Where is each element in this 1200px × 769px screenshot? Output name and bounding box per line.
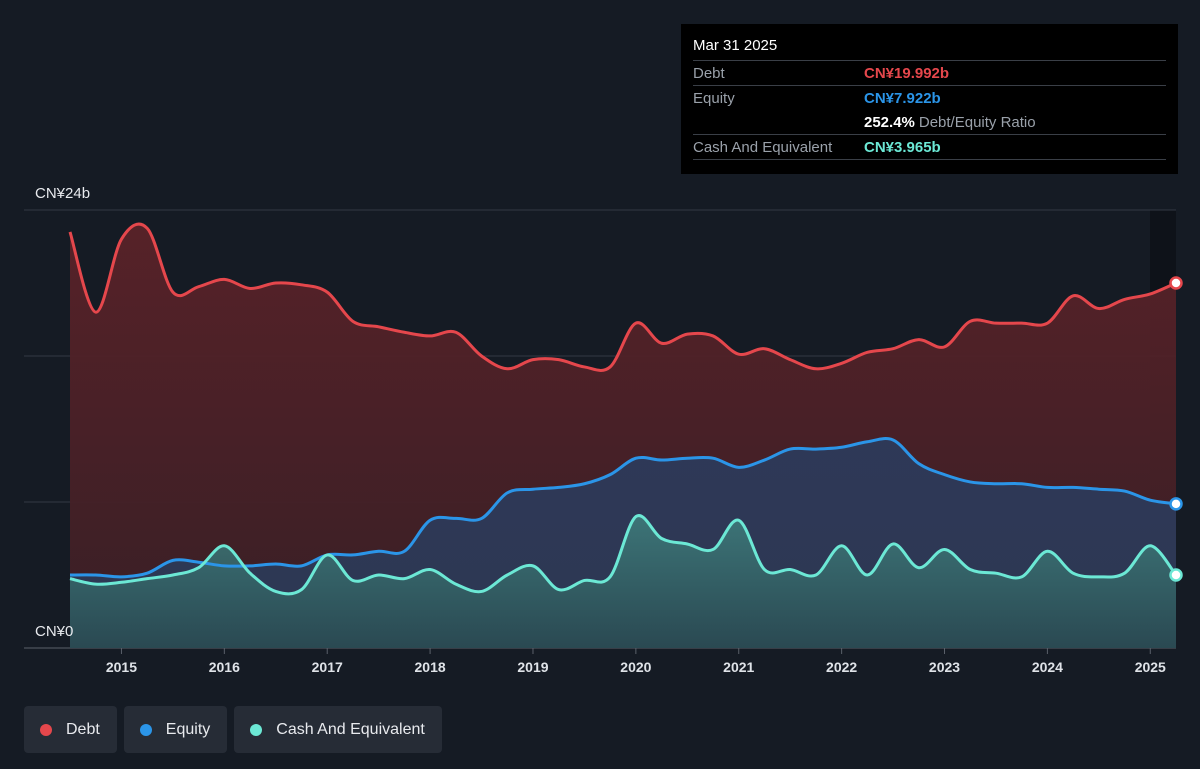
legend-label-cash: Cash And Equivalent <box>276 720 425 738</box>
tooltip-panel: Mar 31 2025 Debt CN¥19.992b Equity CN¥7.… <box>681 24 1178 174</box>
tooltip-equity-row: Equity CN¥7.922b <box>693 85 1166 110</box>
tooltip-debt-value: CN¥19.992b <box>864 64 950 82</box>
tooltip-cash-value: CN¥3.965b <box>864 138 941 156</box>
legend-label-equity: Equity <box>165 720 211 738</box>
x-tick-label: 2021 <box>723 659 754 675</box>
tooltip-date: Mar 31 2025 <box>693 37 778 54</box>
equity-dot-icon <box>139 723 152 736</box>
tooltip-equity-label: Equity <box>693 89 735 107</box>
equity-end-point <box>1169 497 1183 511</box>
tooltip-cash-label: Cash And Equivalent <box>693 138 833 156</box>
chart-legend: Debt Equity Cash And Equivalent <box>24 706 442 753</box>
tooltip-debt-label: Debt <box>693 64 725 82</box>
debt-end-point <box>1169 276 1183 290</box>
x-tick-label: 2020 <box>620 659 651 675</box>
x-tick-label: 2019 <box>517 659 548 675</box>
tooltip-cash-row: Cash And Equivalent CN¥3.965b <box>693 134 1166 160</box>
x-tick-label: 2023 <box>929 659 960 675</box>
tooltip-ratio-label: Debt/Equity Ratio <box>918 113 1036 131</box>
tooltip-equity-value: CN¥7.922b <box>864 89 941 107</box>
x-tick-label: 2025 <box>1135 659 1166 675</box>
equity-line <box>69 437 1177 579</box>
tooltip-ratio-row: 252.4% Debt/Equity Ratio <box>693 110 1166 134</box>
debt-line <box>68 222 1177 372</box>
x-tick-label: 2015 <box>106 659 137 675</box>
y-axis-top-label: CN¥24b <box>35 185 90 202</box>
legend-item-debt[interactable]: Debt <box>24 706 117 753</box>
x-tick-label: 2017 <box>312 659 343 675</box>
legend-label-debt: Debt <box>66 720 100 738</box>
x-tick-label: 2016 <box>209 659 240 675</box>
cash-dot-icon <box>250 723 263 736</box>
x-tick-label: 2024 <box>1032 659 1063 675</box>
cash-line <box>69 514 1178 596</box>
legend-item-equity[interactable]: Equity <box>123 706 228 753</box>
x-tick-label: 2018 <box>415 659 446 675</box>
y-axis-bottom-label: CN¥0 <box>35 623 73 640</box>
cash-end-point <box>1169 568 1183 582</box>
tooltip-ratio-value: 252.4% <box>864 113 915 131</box>
debt-dot-icon <box>40 723 52 736</box>
x-tick-label: 2022 <box>826 659 857 675</box>
tooltip-debt-row: Debt CN¥19.992b <box>693 60 1166 85</box>
debt-equity-chart: 2015 2016 2017 2018 2019 2020 2021 2022 2023 2024… <box>24 185 1183 675</box>
legend-item-cash[interactable]: Cash And Equivalent <box>234 706 442 753</box>
